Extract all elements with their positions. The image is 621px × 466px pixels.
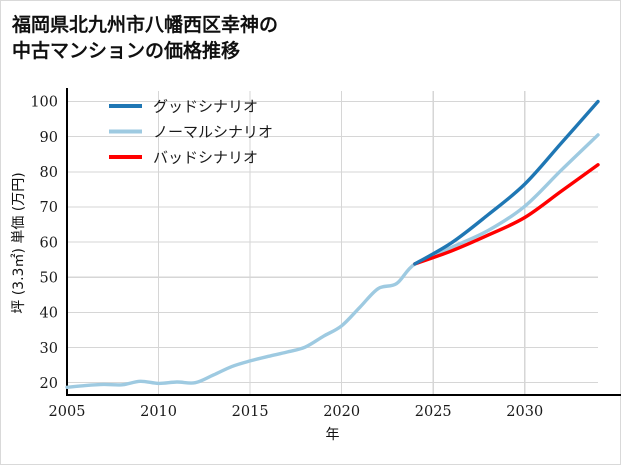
x-tick-label: 2010	[140, 404, 177, 420]
x-tick-label: 2020	[323, 404, 360, 420]
y-tick-label: 80	[40, 165, 58, 181]
series-line-good	[413, 99, 600, 266]
x-tick-label: 2030	[506, 404, 543, 420]
y-tick-label: 60	[40, 235, 58, 251]
x-tick-label: 2005	[49, 404, 86, 420]
chart-title: 福岡県北九州市八幡西区幸神の 中古マンションの価格推移	[12, 14, 279, 62]
legend-label-bad: バッドシナリオ	[153, 149, 258, 167]
y-tick-label: 90	[40, 130, 58, 146]
x-tick-label: 2025	[415, 404, 452, 420]
x-axis-title: 年	[326, 427, 340, 443]
series-line-normal	[65, 133, 600, 389]
x-tick-label: 2015	[232, 404, 269, 420]
y-tick-label: 30	[40, 341, 58, 357]
y-axis-title: 坪 (3.3㎡) 単価 (万円)	[11, 172, 27, 313]
y-tick-label: 70	[40, 200, 58, 216]
y-tick-label: 40	[40, 306, 58, 322]
series-line-bad	[413, 163, 600, 266]
legend-label-normal: ノーマルシナリオ	[153, 123, 273, 141]
y-tick-label: 20	[40, 376, 58, 392]
y-tick-label: 100	[30, 95, 58, 111]
legend-label-good: グッドシナリオ	[153, 98, 258, 116]
gridlines	[67, 91, 598, 395]
y-tick-label: 50	[40, 270, 58, 286]
